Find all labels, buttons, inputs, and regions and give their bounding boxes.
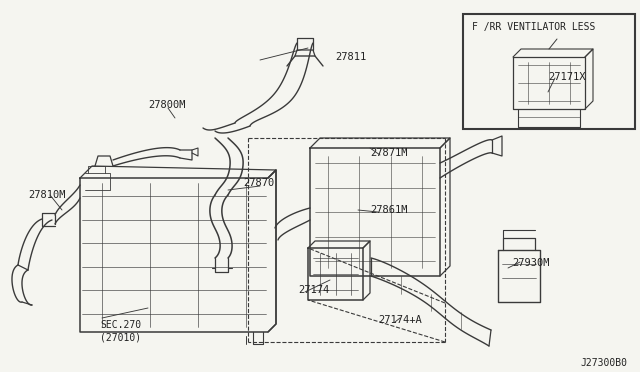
Text: (27010): (27010): [100, 332, 141, 342]
Text: 27861M: 27861M: [370, 205, 408, 215]
Text: 27800M: 27800M: [148, 100, 186, 110]
Text: F /RR VENTILATOR LESS: F /RR VENTILATOR LESS: [472, 22, 595, 32]
Text: 27811: 27811: [335, 52, 366, 62]
Text: 27810M: 27810M: [28, 190, 65, 200]
Bar: [463, 14, 635, 129]
Text: 27930M: 27930M: [512, 258, 550, 268]
Text: J27300B0: J27300B0: [580, 358, 627, 368]
Text: 27171X: 27171X: [548, 72, 586, 82]
Text: 27871M: 27871M: [370, 148, 408, 158]
Text: 27870: 27870: [243, 178, 275, 188]
Text: 27174+A: 27174+A: [378, 315, 422, 325]
Text: SEC.270: SEC.270: [100, 320, 141, 330]
Text: 27174: 27174: [298, 285, 329, 295]
